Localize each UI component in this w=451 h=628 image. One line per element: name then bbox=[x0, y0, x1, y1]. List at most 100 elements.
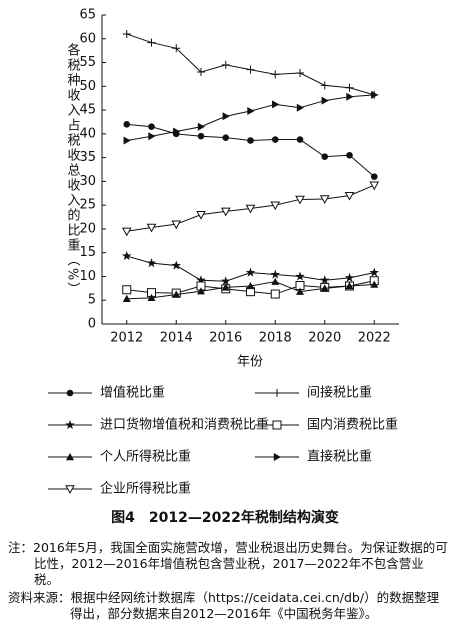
marker bbox=[221, 60, 230, 69]
marker bbox=[247, 107, 255, 116]
y-tick-label: 60 bbox=[79, 31, 96, 46]
marker bbox=[273, 389, 281, 397]
y-tick-label: 35 bbox=[79, 150, 96, 165]
marker bbox=[370, 280, 379, 288]
y-tick-label: 20 bbox=[79, 221, 96, 236]
marker bbox=[369, 267, 380, 277]
y-tick-label: 15 bbox=[79, 245, 96, 260]
marker bbox=[171, 260, 182, 270]
legend-label: 进口货物增值税和消费税比重 bbox=[100, 417, 269, 433]
marker bbox=[147, 293, 156, 302]
marker bbox=[319, 275, 330, 285]
x-axis-label: 年份 bbox=[237, 355, 263, 370]
x-tick-label: 2018 bbox=[259, 331, 292, 346]
marker bbox=[173, 127, 181, 136]
marker bbox=[346, 151, 353, 159]
marker bbox=[295, 195, 305, 205]
marker bbox=[196, 210, 206, 220]
marker bbox=[272, 100, 280, 109]
marker bbox=[122, 285, 132, 295]
marker bbox=[271, 136, 279, 143]
marker bbox=[344, 272, 355, 282]
chart: 各税种收入占税收总收入的比重（%） 年份 图4 2012—2022年税制结构演变… bbox=[48, 8, 399, 526]
y-tick-label: 10 bbox=[79, 269, 96, 284]
marker bbox=[272, 420, 282, 430]
chart-title: 图4 2012—2022年税制结构演变 bbox=[111, 509, 339, 526]
series-line bbox=[126, 33, 375, 96]
marker bbox=[296, 136, 304, 143]
marker bbox=[147, 38, 156, 47]
marker bbox=[222, 112, 230, 121]
legend-label: 直接税比重 bbox=[307, 449, 372, 465]
legend-label: 企业所得税比重 bbox=[100, 481, 191, 497]
marker bbox=[295, 271, 305, 281]
marker bbox=[221, 283, 230, 291]
marker bbox=[65, 485, 75, 495]
marker bbox=[121, 251, 132, 261]
x-tick-label: 2012 bbox=[110, 331, 143, 346]
marker bbox=[197, 132, 205, 140]
marker bbox=[122, 30, 131, 39]
marker bbox=[197, 68, 205, 77]
marker bbox=[122, 294, 131, 303]
marker bbox=[66, 389, 74, 397]
marker bbox=[344, 191, 355, 201]
series-line bbox=[126, 94, 375, 141]
marker bbox=[246, 281, 255, 290]
x-tick-label: 2016 bbox=[209, 331, 242, 346]
marker bbox=[271, 277, 280, 285]
marker bbox=[146, 258, 157, 268]
marker bbox=[345, 83, 354, 92]
y-tick-label: 45 bbox=[79, 103, 96, 118]
marker bbox=[270, 269, 281, 279]
marker bbox=[246, 65, 255, 74]
marker bbox=[245, 204, 256, 214]
marker bbox=[270, 201, 281, 211]
marker bbox=[296, 287, 304, 295]
marker bbox=[197, 122, 205, 131]
x-tick-label: 2020 bbox=[308, 331, 341, 346]
marker bbox=[172, 44, 181, 53]
y-tick-label: 5 bbox=[88, 293, 96, 308]
marker bbox=[172, 290, 181, 298]
marker bbox=[65, 420, 75, 430]
note: 注：2016年5月，我国全面实施营改增，营业税退出历史舞台。为保证数据的可比性，… bbox=[8, 540, 448, 587]
marker bbox=[247, 137, 254, 144]
y-tick-label: 55 bbox=[79, 55, 96, 70]
marker bbox=[319, 195, 330, 205]
marker bbox=[222, 134, 230, 141]
y-axis-label: 各税种收入占税收总收入的比重（%） bbox=[65, 42, 81, 297]
source-note: 资料来源：根据中经网统计数据库（https://ceidata.cei.cn/d… bbox=[8, 590, 440, 621]
marker bbox=[220, 207, 231, 217]
marker bbox=[123, 136, 131, 145]
legend-label: 国内消费税比重 bbox=[307, 417, 398, 433]
x-tick-label: 2022 bbox=[358, 331, 391, 346]
y-tick-label: 30 bbox=[79, 174, 96, 189]
marker bbox=[273, 453, 281, 461]
y-tick-label: 50 bbox=[79, 79, 96, 94]
marker bbox=[171, 220, 182, 230]
legend-label: 个人所得税比重 bbox=[100, 449, 191, 465]
marker bbox=[346, 92, 354, 101]
marker bbox=[320, 81, 329, 90]
marker bbox=[197, 287, 205, 295]
marker bbox=[123, 121, 131, 128]
marker bbox=[220, 276, 231, 286]
marker bbox=[370, 173, 378, 180]
marker bbox=[146, 223, 157, 233]
marker bbox=[148, 123, 155, 131]
marker bbox=[296, 68, 304, 77]
marker bbox=[148, 132, 156, 141]
marker bbox=[369, 181, 380, 191]
legend-label: 增值税比重 bbox=[100, 385, 165, 401]
y-tick-label: 40 bbox=[79, 126, 96, 141]
marker bbox=[371, 90, 379, 99]
marker bbox=[271, 70, 280, 79]
marker bbox=[245, 267, 256, 277]
marker bbox=[321, 96, 329, 105]
marker bbox=[270, 289, 280, 299]
y-tick-label: 65 bbox=[79, 8, 96, 23]
notes: 注：2016年5月，我国全面实施营改增，营业税退出历史舞台。为保证数据的可比性，… bbox=[8, 540, 448, 624]
x-tick-label: 2014 bbox=[160, 331, 193, 346]
